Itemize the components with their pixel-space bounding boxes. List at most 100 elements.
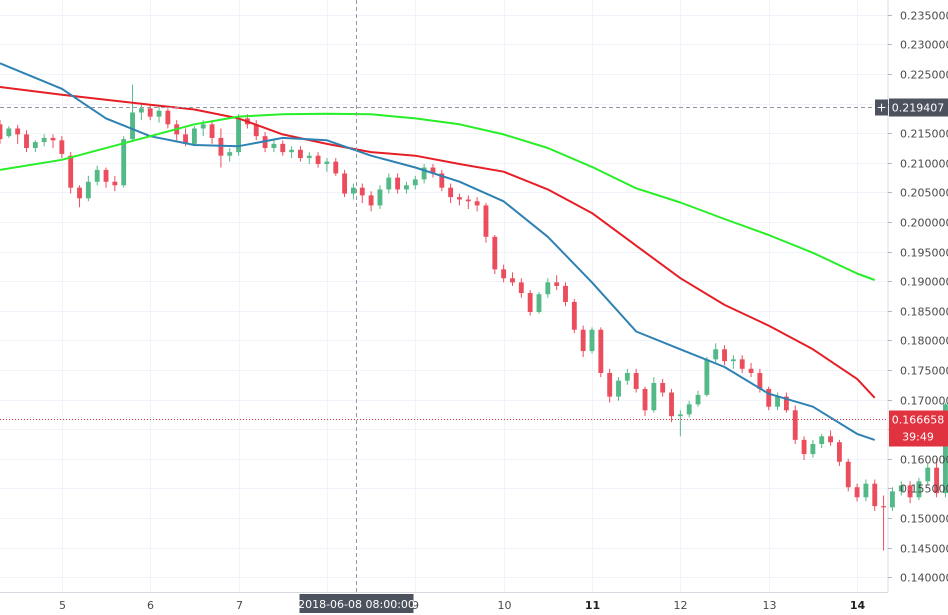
candle-body (713, 349, 719, 360)
candle-body (872, 483, 878, 507)
crosshair-time-label-bg (299, 594, 414, 613)
crosshair-time-label: 2018-06-08 08:00:00 (298, 598, 415, 611)
y-tick-label: 0.235000 (900, 10, 948, 23)
x-tick-label: 14 (850, 599, 866, 612)
candle-body (218, 137, 224, 156)
candle-body (315, 155, 321, 164)
candle-body (147, 108, 153, 117)
candle-body (889, 491, 895, 508)
candle-body (501, 269, 507, 279)
candle-body (0, 124, 3, 140)
candle-body (103, 169, 109, 182)
candle-body (580, 329, 586, 352)
candle-body (624, 372, 630, 381)
candle-body (351, 187, 356, 194)
candle-body (421, 167, 427, 180)
y-tick-label: 0.175000 (900, 365, 948, 378)
x-tick-label: 12 (674, 599, 688, 612)
candle-body (757, 372, 763, 389)
candle-body (863, 483, 869, 498)
crosshair-price-label: 0.219407 (892, 102, 945, 115)
candle-body (306, 155, 312, 159)
candle-body (916, 481, 922, 498)
candle-body (253, 124, 259, 137)
y-tick-label: 0.145000 (900, 543, 948, 556)
candle-body (333, 161, 339, 174)
candle-body (386, 177, 392, 190)
candle-body (739, 359, 745, 369)
candle-body (377, 189, 383, 206)
x-tick-label: 9 (412, 599, 419, 612)
x-tick-label: 5 (59, 599, 66, 612)
candle-body (280, 143, 286, 153)
candle-body (775, 396, 780, 407)
candle-body (121, 139, 127, 186)
candle-body (828, 436, 833, 443)
candle-body (59, 140, 65, 154)
candle-body (236, 118, 241, 153)
candle-body (395, 177, 401, 190)
y-tick-label: 0.160000 (900, 454, 948, 467)
candle-body (881, 506, 887, 508)
candle-body (642, 388, 648, 411)
candle-body (368, 195, 374, 206)
y-tick-label: 0.195000 (900, 247, 948, 260)
last-price-label-bg (889, 410, 948, 447)
candle-body (492, 236, 498, 270)
candle-body (156, 110, 162, 117)
candle-body (227, 152, 233, 156)
candle-body (792, 410, 798, 440)
candle-body (766, 388, 772, 407)
moving-average-lines (0, 62, 876, 441)
candle-body (94, 169, 100, 182)
candle-body (545, 282, 551, 295)
candle-body (934, 467, 940, 494)
last-price-label: 0.166658 (892, 414, 945, 427)
candle-body (474, 201, 480, 206)
y-tick-label: 0.150000 (900, 513, 948, 526)
y-tick-label: 0.155000 (900, 483, 948, 496)
candle-body (695, 394, 701, 405)
candle-body (925, 467, 931, 482)
candle-body (730, 359, 736, 362)
candle-body (32, 142, 38, 148)
candle-body (633, 372, 639, 389)
candle-body (138, 108, 144, 113)
candle-body (448, 187, 454, 198)
candle-body (439, 173, 445, 188)
candle-body (536, 294, 542, 312)
time-axis[interactable]: 567891011121314 (59, 599, 865, 612)
candle-body (510, 278, 515, 283)
candle-body (191, 128, 197, 144)
candle-body (819, 436, 825, 444)
candle-body (24, 134, 29, 148)
candle-body (686, 404, 692, 415)
candle-body (907, 485, 913, 498)
candle-body (130, 112, 135, 140)
candle-body (359, 187, 365, 196)
candle-body (527, 293, 533, 312)
grid-lines (0, 0, 888, 592)
candle-body (589, 329, 595, 352)
candle-body (554, 282, 560, 286)
candle-body (165, 110, 171, 125)
crosshair (0, 0, 888, 592)
candle-body (836, 442, 842, 462)
candle-body (50, 137, 56, 141)
y-tick-label: 0.230000 (900, 39, 948, 52)
axis-value-labels: 2018-06-08 08:00:00 0.219407 +0.166658 39:4… (298, 98, 948, 613)
moving-average-line (0, 86, 876, 399)
y-tick-label: 0.190000 (900, 276, 948, 289)
candle-body (297, 149, 303, 159)
candle-body (77, 187, 82, 199)
candle-body (41, 137, 47, 143)
price-axis[interactable]: 0.2350000.2300000.2250000.2200000.215000… (888, 10, 948, 585)
candle-body (748, 368, 754, 373)
moving-average-line (0, 62, 876, 441)
candle-body (651, 383, 657, 411)
candle-body (15, 128, 21, 135)
x-tick-label: 11 (585, 599, 600, 612)
candle-body (289, 149, 295, 153)
candle-body (845, 461, 851, 488)
